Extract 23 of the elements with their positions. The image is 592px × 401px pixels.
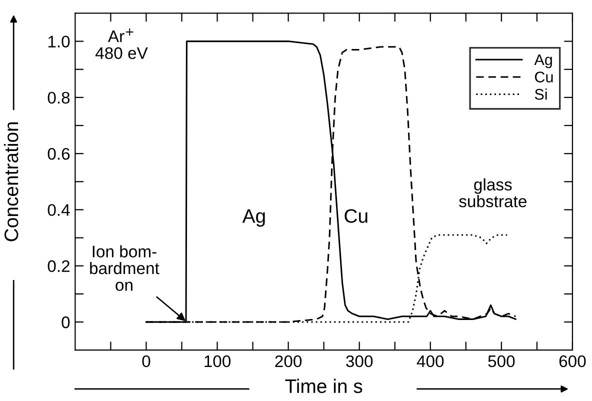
x-tick-label: 100 bbox=[204, 355, 231, 368]
legend-label: Si bbox=[534, 88, 547, 100]
y-tick-label: 0 bbox=[62, 316, 70, 328]
y-axis-title: Concentration bbox=[4, 122, 18, 242]
x-tick-label: 200 bbox=[275, 355, 302, 368]
annotation: Ion bom- bardment on bbox=[90, 245, 160, 291]
y-tick-label: 0.4 bbox=[48, 204, 70, 216]
legend-label: Ag bbox=[534, 54, 552, 68]
x-tick-label: 400 bbox=[416, 355, 444, 368]
annotation: Cu bbox=[344, 209, 368, 223]
y-tick-label: 0.6 bbox=[48, 148, 70, 160]
annotation: Ag bbox=[242, 209, 265, 227]
y-tick-label: 0.2 bbox=[48, 260, 70, 272]
y-tick-label: 1.0 bbox=[48, 36, 70, 48]
x-tick-label: 600 bbox=[559, 355, 586, 368]
x-tick-label: 500 bbox=[488, 355, 515, 368]
x-axis-title: Time in s bbox=[285, 378, 362, 394]
y-tick-label: 0.8 bbox=[48, 92, 70, 104]
annotation: glass substrate bbox=[459, 178, 526, 208]
legend-label: Cu bbox=[534, 72, 553, 82]
x-tick-label: 0 bbox=[142, 355, 150, 368]
x-tick-label: 300 bbox=[346, 355, 373, 368]
annotation: Ar$^{+}$ 480 eV bbox=[95, 28, 148, 60]
